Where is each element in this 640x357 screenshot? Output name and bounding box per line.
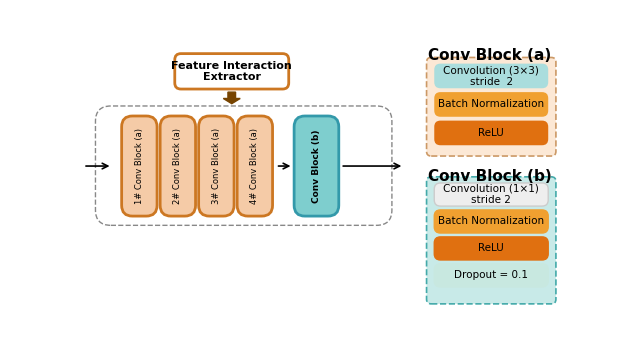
FancyBboxPatch shape — [175, 54, 289, 89]
Text: Batch Normalization: Batch Normalization — [438, 216, 544, 226]
Text: Conv Block (b): Conv Block (b) — [312, 129, 321, 203]
FancyBboxPatch shape — [427, 177, 556, 304]
FancyBboxPatch shape — [435, 92, 548, 117]
FancyBboxPatch shape — [435, 121, 548, 145]
Text: ReLU: ReLU — [478, 128, 504, 138]
Text: Batch Normalization: Batch Normalization — [438, 100, 544, 110]
Text: 4# Conv Block (a): 4# Conv Block (a) — [250, 128, 259, 204]
FancyBboxPatch shape — [95, 106, 392, 225]
Text: ReLU: ReLU — [478, 243, 504, 253]
Text: Convolution (3×3)
stride  2: Convolution (3×3) stride 2 — [444, 65, 539, 87]
Text: Dropout = 0.1: Dropout = 0.1 — [454, 270, 528, 280]
FancyBboxPatch shape — [427, 57, 556, 156]
FancyBboxPatch shape — [435, 264, 548, 287]
FancyBboxPatch shape — [435, 210, 548, 233]
Text: 3# Conv Block (a): 3# Conv Block (a) — [212, 128, 221, 204]
FancyBboxPatch shape — [198, 116, 234, 216]
FancyBboxPatch shape — [237, 116, 273, 216]
Text: 1# Conv Block (a): 1# Conv Block (a) — [135, 128, 144, 204]
Text: Conv Block (b): Conv Block (b) — [428, 169, 552, 184]
Text: Feature Interaction
Extractor: Feature Interaction Extractor — [172, 61, 292, 82]
FancyBboxPatch shape — [122, 116, 157, 216]
FancyBboxPatch shape — [435, 64, 548, 88]
FancyBboxPatch shape — [294, 116, 339, 216]
Text: Convolution (1×1)
stride 2: Convolution (1×1) stride 2 — [444, 184, 539, 205]
FancyBboxPatch shape — [160, 116, 196, 216]
Polygon shape — [223, 92, 240, 104]
FancyBboxPatch shape — [435, 237, 548, 260]
FancyBboxPatch shape — [435, 183, 548, 206]
Text: Conv Block (a): Conv Block (a) — [428, 48, 551, 63]
Text: 2# Conv Block (a): 2# Conv Block (a) — [173, 128, 182, 204]
